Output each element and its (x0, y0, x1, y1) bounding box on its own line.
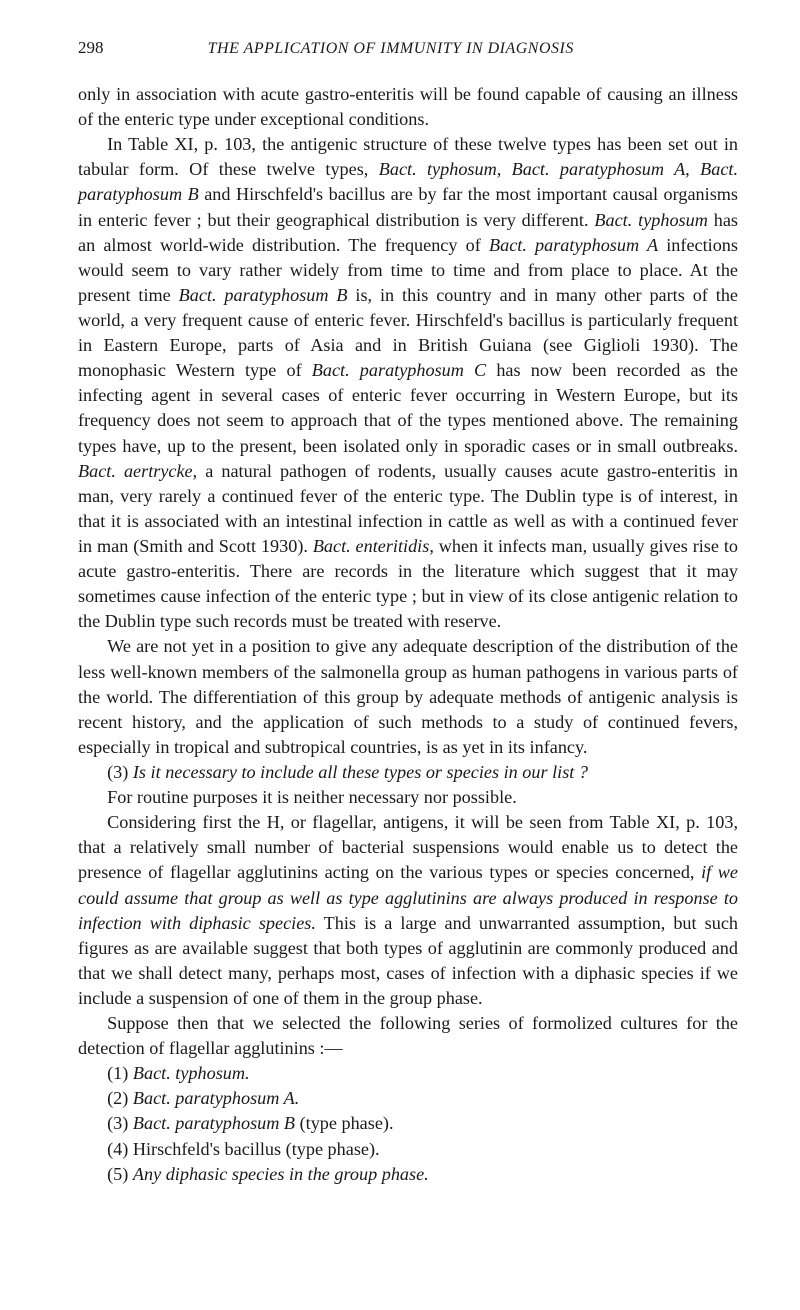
list-item-5: (5) Any diphasic species in the group ph… (78, 1162, 738, 1187)
list-item-4: (4) Hirschfeld's bacillus (type phase). (78, 1137, 738, 1162)
list-item-3: (3) Bact. paratyphosum B (type phase). (78, 1111, 738, 1136)
text: (type phase). (295, 1113, 393, 1133)
text: only in association with acute gastro-en… (78, 84, 738, 129)
paragraph-1: only in association with acute gastro-en… (78, 82, 738, 132)
paragraph-5: For routine purposes it is neither neces… (78, 785, 738, 810)
text: (2) (107, 1088, 133, 1108)
body-text: only in association with acute gastro-en… (78, 82, 738, 1187)
paragraph-7: Suppose then that we selected the follow… (78, 1011, 738, 1061)
italic-text: Bact. paratyphosum A (489, 235, 658, 255)
paragraph-3: We are not yet in a position to give any… (78, 634, 738, 760)
text: (4) Hirschfeld's bacillus (type phase). (107, 1139, 379, 1159)
text: Considering first the H, or flagellar, a… (78, 812, 738, 882)
text: (5) (107, 1164, 133, 1184)
text: (3) (107, 1113, 133, 1133)
page-header: 298 THE APPLICATION OF IMMUNITY IN DIAGN… (78, 38, 738, 58)
italic-text: Bact. paratyphosum B (179, 285, 348, 305)
text: (3) (107, 762, 133, 782)
italic-text: Bact. typhosum. (133, 1063, 250, 1083)
italic-text: Bact. enteritidis (313, 536, 430, 556)
italic-text: Any diphasic species in the group phase. (133, 1164, 429, 1184)
italic-text: Bact. paratyphosum A. (133, 1088, 299, 1108)
text: We are not yet in a position to give any… (78, 636, 738, 756)
paragraph-2: In Table XI, p. 103, the antigenic struc… (78, 132, 738, 634)
italic-text: Bact. typhosum (594, 210, 707, 230)
italic-text: Bact. aertrycke (78, 461, 193, 481)
italic-text: Is it necessary to include all these typ… (133, 762, 588, 782)
text: For routine purposes it is neither neces… (107, 787, 517, 807)
running-title: THE APPLICATION OF IMMUNITY IN DIAGNOSIS (74, 40, 709, 58)
text: (1) (107, 1063, 133, 1083)
italic-text: Bact. paratyphosum B (133, 1113, 295, 1133)
list-item-1: (1) Bact. typhosum. (78, 1061, 738, 1086)
list-item-2: (2) Bact. paratyphosum A. (78, 1086, 738, 1111)
paragraph-6: Considering first the H, or flagellar, a… (78, 810, 738, 1011)
italic-text: Bact. paratyphosum C (312, 360, 486, 380)
text: Suppose then that we selected the follow… (78, 1013, 738, 1058)
paragraph-4: (3) Is it necessary to include all these… (78, 760, 738, 785)
document-page: 298 THE APPLICATION OF IMMUNITY IN DIAGN… (0, 0, 800, 1310)
